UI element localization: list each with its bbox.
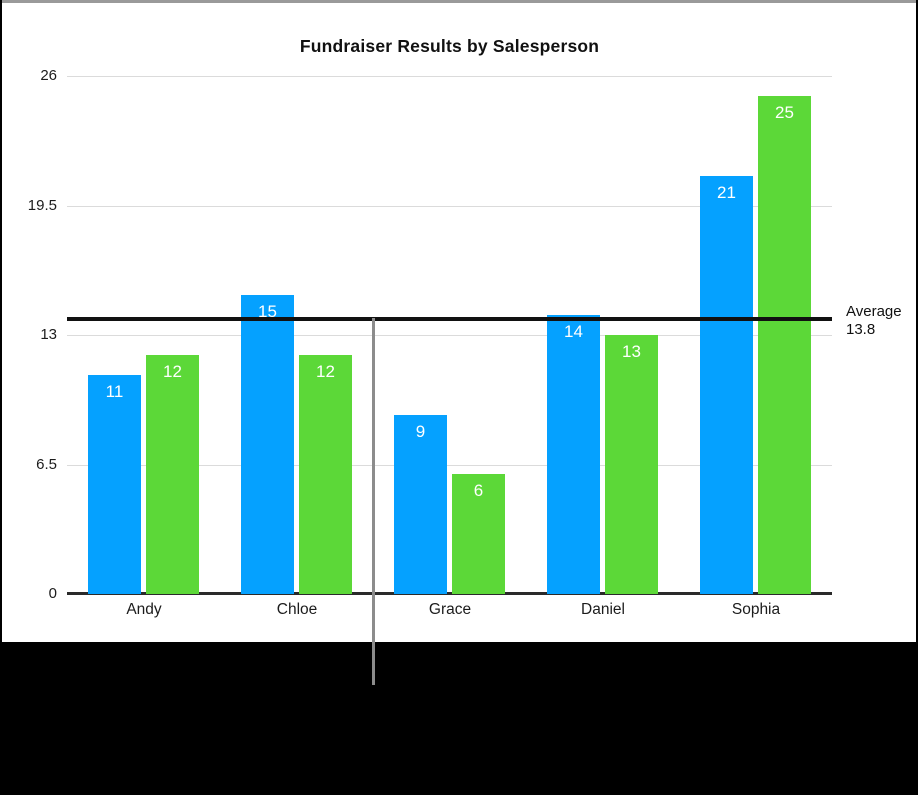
gridline [67, 335, 832, 336]
bar-value-label: 12 [316, 362, 335, 381]
average-label: Average 13.8 [846, 303, 902, 339]
bar-series-green-daniel [605, 335, 658, 594]
bar-series-green-grace [452, 474, 505, 594]
bar-series-blue-sophia [700, 176, 753, 594]
x-category-label: Grace [428, 601, 472, 618]
bar-series-green-chloe [299, 355, 352, 594]
y-axis-tick-label: 0 [48, 585, 57, 602]
bar-value-label: 13 [622, 342, 641, 361]
x-axis-line [67, 592, 832, 595]
gridline [67, 465, 832, 466]
average-value-text: 13.8 [846, 321, 876, 338]
chart-title: Fundraiser Results by Salesperson [299, 36, 600, 56]
x-category-label: Sophia [731, 601, 781, 618]
vertical-guide-line [372, 318, 375, 685]
bar-series-green-sophia [758, 96, 811, 594]
bar-value-label: 12 [163, 362, 182, 381]
bar-value-label: 9 [415, 422, 426, 441]
bar-value-label: 6 [473, 481, 484, 500]
chart-panel: Fundraiser Results by Salesperson 0 6.5 13… [2, 0, 916, 642]
average-line [67, 317, 832, 321]
bar-value-label: 25 [775, 103, 794, 122]
gridline [67, 76, 832, 77]
y-axis-tick-label: 26 [40, 67, 57, 84]
x-category-label: Chloe [276, 601, 318, 618]
bar-value-label: 21 [717, 183, 736, 202]
average-label-text: Average [846, 303, 902, 320]
bar-series-blue-chloe [241, 295, 294, 594]
bar-value-label: 15 [258, 302, 277, 321]
x-category-label: Andy [126, 601, 162, 618]
gridline [67, 206, 832, 207]
x-category-label: Daniel [581, 601, 625, 618]
bar-series-blue-andy [88, 375, 141, 594]
y-axis-tick-label: 19.5 [27, 197, 57, 214]
bar-series-blue-daniel [547, 315, 600, 594]
bar-series-blue-grace [394, 415, 447, 594]
y-axis-tick-label: 13 [40, 326, 57, 343]
bar-value-label: 11 [105, 382, 124, 401]
y-axis-tick-label: 6.5 [36, 456, 57, 473]
bar-series-green-andy [146, 355, 199, 594]
bar-value-label: 14 [564, 322, 583, 341]
